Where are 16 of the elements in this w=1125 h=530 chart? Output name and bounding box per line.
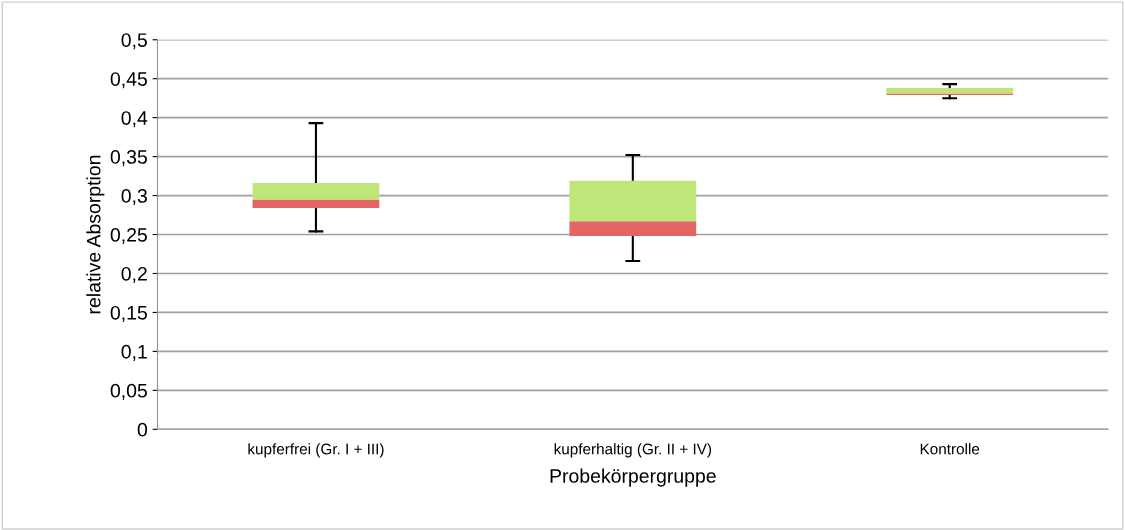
y-tick-label: 0,4 [121,111,148,128]
y-tick-label: 0,5 [121,33,147,50]
y-tick-label: 0,3 [121,189,147,206]
y-tick-label: 0,25 [110,227,147,245]
x-tick-label: Kontrolle [920,443,980,455]
x-tick-label: kupferfrei (Gr. I + III) [248,443,384,458]
y-tick-label: 0,45 [110,72,147,89]
x-tick-label: kupferhaltig (Gr. II + IV) [554,443,712,458]
y-tick-label: 0,1 [121,344,147,361]
y-tick-label: 0 [137,422,148,437]
y-tick-label: 0,35 [110,150,147,167]
y-tick-label: 0,05 [110,383,147,400]
y-tick-label: 0,2 [121,266,147,284]
y-tick-label: 0,15 [110,305,147,322]
x-axis-title: Probekörpergruppe [550,468,716,487]
y-axis-title: relative Absorption [86,155,105,314]
